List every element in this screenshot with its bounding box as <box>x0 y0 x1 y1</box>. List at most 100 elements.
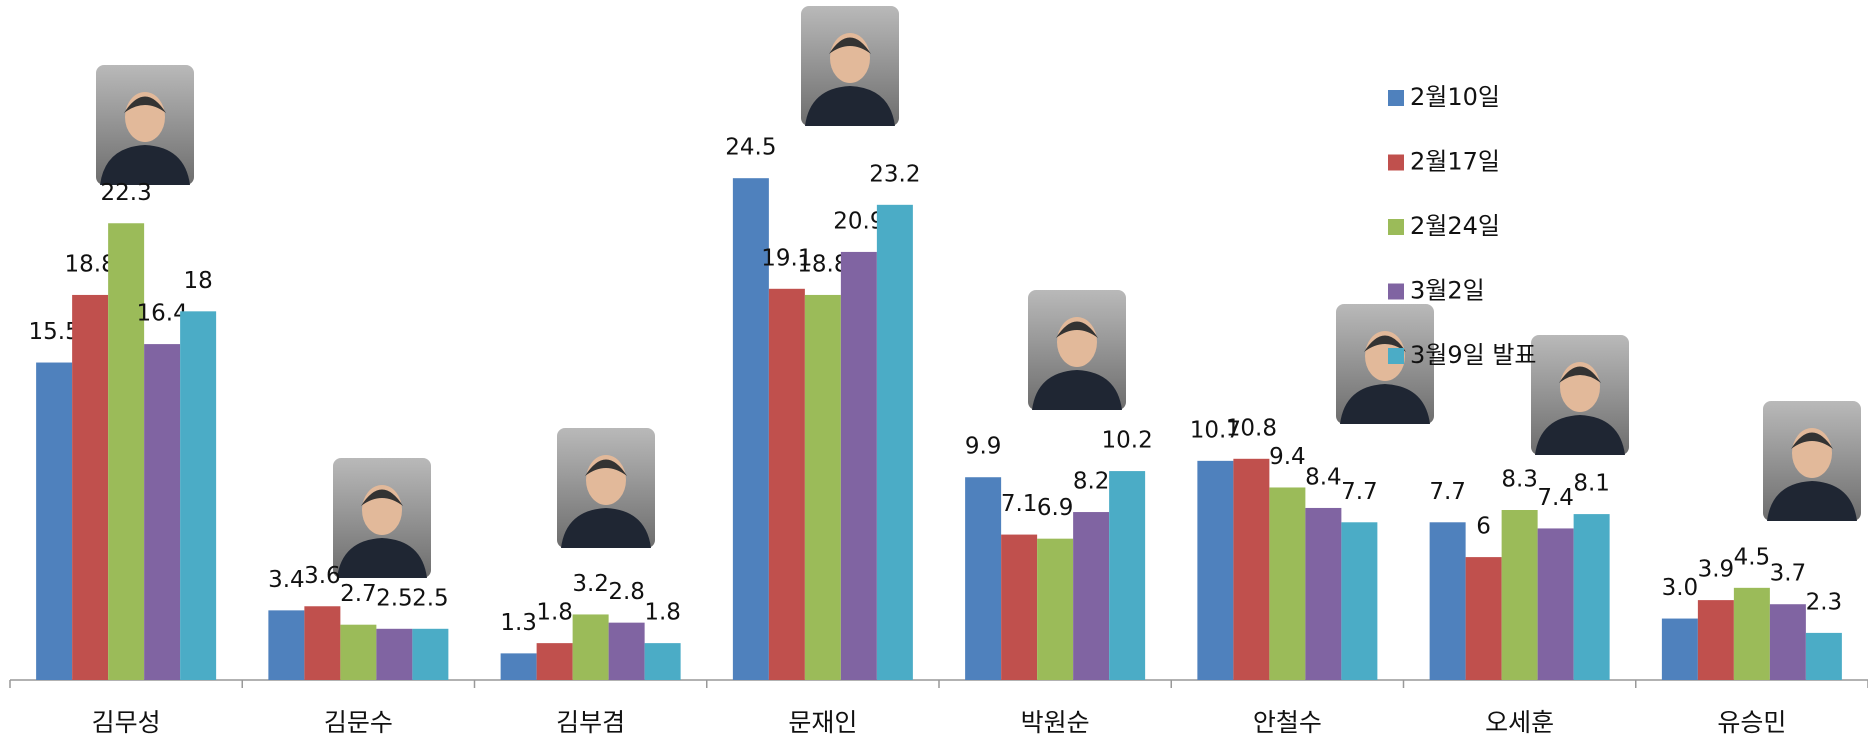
x-tick-label: 김부겸 <box>556 708 625 737</box>
bar <box>180 311 216 680</box>
value-label: 8.4 <box>1305 464 1342 490</box>
value-label: 20.9 <box>833 208 884 234</box>
bar <box>144 344 180 680</box>
bar <box>1305 508 1341 680</box>
bar <box>609 623 645 680</box>
value-label: 2.8 <box>608 579 645 605</box>
value-label: 7.7 <box>1429 479 1466 505</box>
value-label: 10.8 <box>1226 415 1277 441</box>
bar <box>1197 461 1233 680</box>
x-tick-label: 박원순 <box>1021 708 1090 737</box>
value-label: 3.7 <box>1770 561 1807 587</box>
bar <box>108 223 144 680</box>
bar <box>304 606 340 680</box>
value-label: 16.4 <box>137 301 188 327</box>
legend-swatch <box>1388 90 1404 106</box>
x-tick-label: 유승민 <box>1717 708 1786 737</box>
bar <box>36 363 72 680</box>
value-label: 3.0 <box>1662 575 1699 601</box>
bar <box>841 252 877 680</box>
value-label: 3.6 <box>304 563 341 589</box>
value-label: 2.7 <box>340 581 377 607</box>
bar <box>877 205 913 680</box>
bar <box>72 295 108 680</box>
bar <box>1662 619 1698 680</box>
bar <box>805 295 841 680</box>
value-label: 3.9 <box>1698 557 1735 583</box>
bar <box>501 653 537 680</box>
value-label: 2.3 <box>1806 589 1843 615</box>
chart: 김무성15.518.822.316.418김문수3.43.62.72.52.5김… <box>0 0 1868 741</box>
portrait <box>557 428 655 548</box>
value-label: 8.3 <box>1501 467 1538 493</box>
bar <box>573 614 609 680</box>
value-label: 1.3 <box>500 610 537 636</box>
value-label: 7.4 <box>1537 485 1574 511</box>
bar <box>769 289 805 680</box>
value-label: 18.8 <box>797 251 848 277</box>
legend-swatch <box>1388 284 1404 300</box>
value-label: 23.2 <box>869 161 920 187</box>
portrait <box>96 65 194 185</box>
legend-label: 3월2일 <box>1410 277 1485 305</box>
value-label: 8.2 <box>1073 469 1110 495</box>
value-label: 7.1 <box>1001 491 1038 517</box>
bar <box>1037 539 1073 680</box>
bar <box>1734 588 1770 680</box>
bar <box>1001 535 1037 680</box>
value-label: 1.8 <box>644 600 681 626</box>
value-label: 10.2 <box>1102 428 1153 454</box>
value-label: 6 <box>1476 514 1491 540</box>
value-label: 22.3 <box>101 180 152 206</box>
portrait <box>333 458 431 578</box>
value-label: 2.5 <box>376 585 413 611</box>
value-label: 3.4 <box>268 567 305 593</box>
x-tick-label: 문재인 <box>788 708 857 737</box>
portrait <box>1531 335 1629 455</box>
bar <box>1233 459 1269 680</box>
value-label: 9.4 <box>1269 444 1306 470</box>
bar <box>340 625 376 680</box>
bar <box>965 477 1001 680</box>
bar <box>1538 528 1574 680</box>
legend-swatch <box>1388 155 1404 171</box>
bar <box>268 610 304 680</box>
value-label: 1.8 <box>536 600 573 626</box>
legend-label: 3월9일 발표 <box>1410 341 1537 369</box>
portrait <box>801 6 899 126</box>
value-label: 7.7 <box>1341 479 1378 505</box>
bar <box>1806 633 1842 680</box>
legend-label: 2월10일 <box>1410 83 1500 111</box>
value-label: 6.9 <box>1037 495 1074 521</box>
x-tick-label: 오세훈 <box>1485 708 1554 737</box>
value-label: 18.8 <box>65 251 116 277</box>
bar <box>1770 604 1806 680</box>
bar <box>537 643 573 680</box>
legend-swatch <box>1388 219 1404 235</box>
value-label: 2.5 <box>412 585 449 611</box>
value-label: 9.9 <box>965 434 1002 460</box>
bar <box>645 643 681 680</box>
bar <box>1341 522 1377 680</box>
bar <box>412 629 448 680</box>
x-tick-label: 안철수 <box>1253 708 1322 737</box>
bar <box>1269 487 1305 680</box>
value-label: 4.5 <box>1734 544 1771 570</box>
bar <box>1109 471 1145 680</box>
portrait <box>1028 290 1126 410</box>
bar <box>1698 600 1734 680</box>
value-label: 18 <box>183 268 212 294</box>
bar <box>1466 557 1502 680</box>
bar <box>376 629 412 680</box>
value-label: 15.5 <box>29 319 80 345</box>
bar <box>1430 522 1466 680</box>
value-label: 8.1 <box>1573 471 1610 497</box>
legend-swatch <box>1388 348 1404 364</box>
portrait <box>1763 401 1861 521</box>
bar <box>1574 514 1610 680</box>
x-tick-label: 김무성 <box>92 708 161 737</box>
legend-label: 2월24일 <box>1410 212 1500 240</box>
legend-label: 2월17일 <box>1410 148 1500 176</box>
x-tick-label: 김문수 <box>324 708 393 737</box>
value-label: 24.5 <box>725 135 776 161</box>
